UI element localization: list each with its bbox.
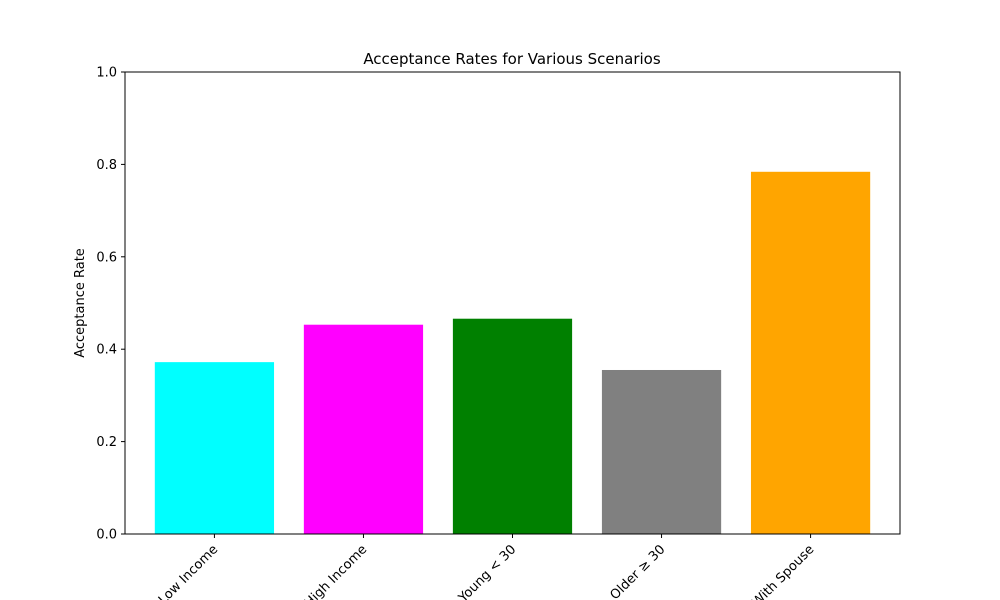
y-tick-label-3: 0.6 — [96, 250, 117, 265]
x-axis-ticks: Low Income High Income Young < 30 Older ≥ 3… — [156, 534, 817, 600]
y-axis-ticks: 0.0 0.2 0.4 0.6 0.8 1.0 — [96, 66, 125, 543]
bar-0 — [154, 362, 275, 534]
x-tick-label-4: With Spouse — [749, 542, 817, 600]
bars-group — [154, 171, 871, 535]
chart-title: Acceptance Rates for Various Scenarios — [363, 50, 661, 68]
x-tick-label-3: Older ≥ 30 — [607, 542, 668, 600]
y-tick-label-4: 0.8 — [96, 158, 117, 173]
bar-3 — [601, 369, 722, 534]
bar-2 — [452, 318, 573, 534]
x-tick-label-1: High Income — [302, 542, 370, 600]
x-tick-label-2: Young < 30 — [455, 542, 519, 600]
x-tick-label-0: Low Income — [156, 542, 221, 600]
y-tick-label-1: 0.2 — [96, 435, 117, 450]
bar-4 — [750, 171, 871, 535]
y-tick-label-2: 0.4 — [96, 343, 117, 358]
y-tick-label-5: 1.0 — [96, 66, 117, 81]
y-axis-label: Acceptance Rate — [73, 248, 88, 358]
y-tick-label-0: 0.0 — [96, 528, 117, 543]
plot-frame — [124, 71, 901, 535]
bar-1 — [303, 324, 424, 534]
